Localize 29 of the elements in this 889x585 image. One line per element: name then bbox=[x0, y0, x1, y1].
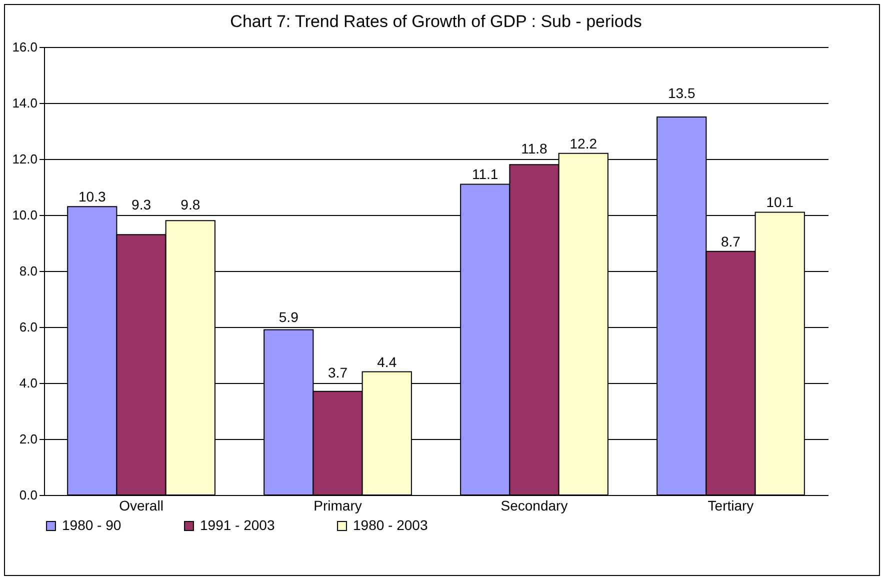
data-label: 5.9 bbox=[278, 308, 299, 325]
data-label: 11.1 bbox=[472, 166, 498, 182]
x-tick-label: Secondary bbox=[500, 498, 568, 514]
y-tick-label: 16.0 bbox=[12, 40, 38, 54]
data-label: 9.3 bbox=[132, 196, 152, 213]
data-label: 13.5 bbox=[668, 85, 696, 101]
data-label: 11.8 bbox=[521, 140, 548, 157]
legend-label: 1991 - 2003 bbox=[200, 517, 275, 533]
y-tick-label: 4.0 bbox=[19, 376, 38, 390]
legend-label: 1980 - 2003 bbox=[353, 517, 428, 533]
y-tick-label: 8.0 bbox=[19, 264, 38, 278]
data-label: 10.1 bbox=[766, 194, 794, 210]
y-tick-label: 6.0 bbox=[19, 320, 38, 334]
y-tick-label: 14.0 bbox=[12, 96, 38, 110]
data-label: 10.3 bbox=[78, 188, 106, 205]
chart-title: Chart 7: Trend Rates of Growth of GDP : Sub - periods bbox=[230, 12, 642, 31]
data-label: 4.4 bbox=[377, 354, 397, 370]
x-tick-label: Overall bbox=[119, 498, 164, 514]
y-tick-label: 0.0 bbox=[19, 488, 38, 502]
x-tick-label: Primary bbox=[314, 498, 362, 514]
legend-label: 1980 - 90 bbox=[62, 517, 122, 533]
data-label: 9.8 bbox=[180, 196, 200, 213]
data-label: 8.7 bbox=[721, 233, 741, 250]
data-label: 12.2 bbox=[570, 135, 598, 152]
y-tick-label: 10.0 bbox=[12, 208, 38, 222]
data-label: 3.7 bbox=[328, 364, 348, 380]
y-tick-label: 2.0 bbox=[19, 432, 38, 446]
x-tick-label: Tertiary bbox=[708, 498, 754, 514]
y-tick-label: 12.0 bbox=[12, 152, 38, 166]
